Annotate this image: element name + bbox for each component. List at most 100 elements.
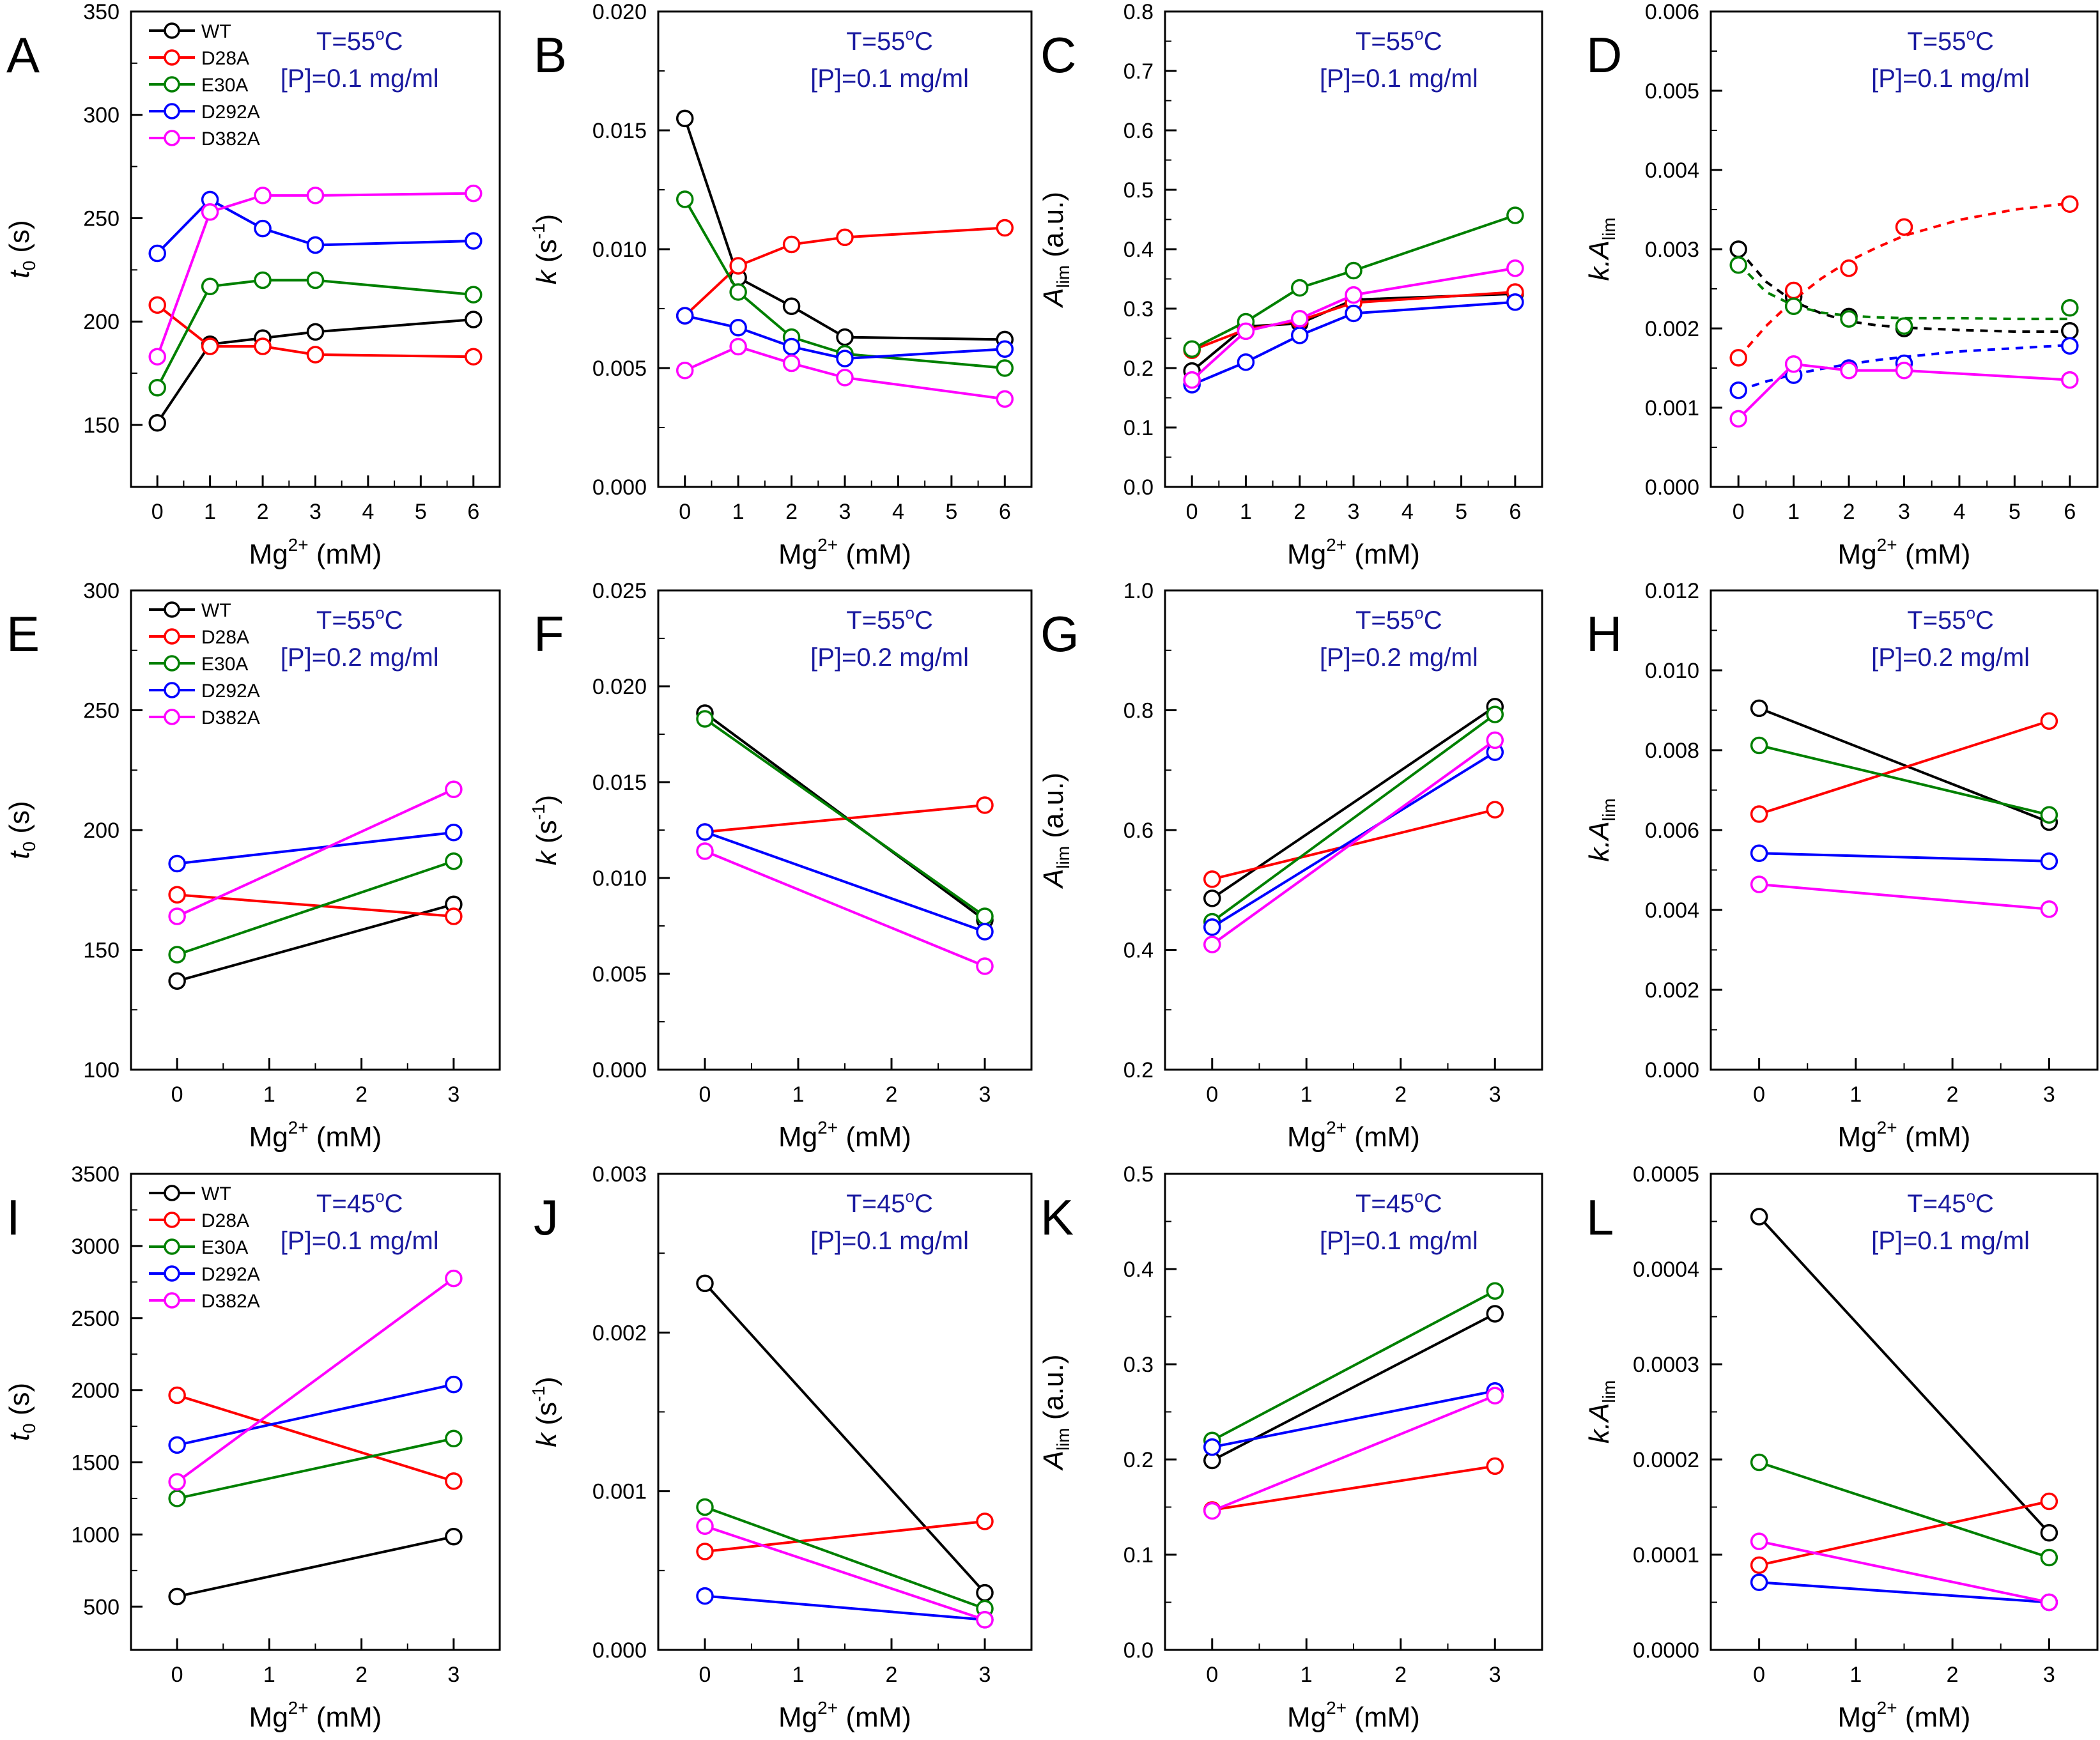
y-axis-label-unit: (s): [4, 801, 35, 842]
data-point: [1750, 844, 1768, 862]
data-point: [1840, 259, 1858, 277]
data-point: [1750, 875, 1768, 893]
panel-letter: K: [1040, 1189, 1074, 1245]
data-point: [1840, 310, 1858, 328]
y-axis-label-base: A: [1038, 288, 1069, 309]
series-line: [1759, 1540, 2050, 1604]
temperature-unit: C: [1975, 1190, 1994, 1218]
temperature-value: T=45: [846, 1190, 905, 1218]
series-line: [704, 1520, 985, 1553]
concentration-annotation: [P]=0.1 mg/ml: [810, 65, 969, 93]
series-d28a: [1203, 801, 1504, 888]
y-tick-label: 0.004: [1645, 898, 1699, 923]
panel-h: 0.000 0.002 0.004 0.006 0.008 0.010 0.012 0 1 2 3 M…: [1584, 579, 2099, 1153]
y-axis-label-sub: lim: [1053, 846, 1073, 869]
temperature-annotation: T=55oC: [316, 24, 403, 56]
y-tick-label: 0.020: [592, 675, 647, 699]
temperature-unit: C: [915, 1190, 933, 1218]
y-tick-label: 0.6: [1123, 119, 1154, 143]
y-axis-label-sub: 0: [19, 261, 39, 271]
panel-letter: F: [534, 606, 564, 662]
panel-d: 0.000 0.001 0.002 0.003 0.004 0.005 0.006 0 1 2 3 4…: [1584, 0, 2099, 570]
x-axis-label-unit: (mM): [1897, 1702, 1971, 1733]
series-d28a: [1750, 712, 2058, 823]
series-d382a: [676, 337, 1014, 408]
x-tick-label: 2: [1947, 1663, 1959, 1687]
data-point: [306, 323, 325, 341]
data-point: [1729, 410, 1747, 428]
x-axis-label: Mg2+ (mM): [778, 1118, 911, 1153]
y-axis-label-unit: (s: [531, 1402, 562, 1433]
data-point: [836, 369, 854, 387]
y-axis-label-unit-close: ): [531, 214, 562, 224]
legend-marker: [164, 49, 180, 66]
y-tick-label: 0.003: [592, 1162, 647, 1187]
legend-label: D292A: [201, 681, 260, 702]
panel-letter: B: [534, 27, 567, 83]
temperature-annotation: T=55oC: [846, 24, 933, 56]
series-line: [1211, 713, 1496, 923]
data-point: [168, 1587, 186, 1606]
series-e30a: [1729, 256, 2079, 335]
temperature-degree: o: [375, 1187, 384, 1206]
x-tick-label: 2: [886, 1082, 898, 1107]
series-d382a: [168, 780, 463, 925]
panel-i: 500 1000 1500 2000 2500 3000 3500 0 1 2 3 Mg2+ (mM)…: [4, 1162, 501, 1733]
x-tick-label: 0: [171, 1663, 183, 1687]
data-point: [976, 796, 994, 814]
y-axis-label: k.Alim: [1584, 217, 1619, 281]
series-d382a: [1183, 259, 1524, 389]
panel-letter: H: [1586, 606, 1622, 662]
temperature-degree: o: [1966, 24, 1975, 43]
x-axis-label: Mg2+ (mM): [249, 535, 382, 570]
panel-g: 0.2 0.4 0.6 0.8 1.0 0 1 2 3 Mg2+ (mM) Alim (a.u.) G…: [1038, 579, 1543, 1153]
series-d382a: [148, 184, 483, 366]
legend-entry-d292a: D292A: [149, 1264, 260, 1285]
fit-curve-wt: [1737, 248, 2070, 333]
series-e30a: [148, 271, 483, 397]
legend-label: D28A: [201, 1210, 249, 1231]
y-axis-label-base: k: [531, 850, 562, 865]
series-e30a: [1203, 1282, 1504, 1449]
data-point: [465, 286, 483, 304]
x-tick-label: 1: [1240, 500, 1252, 524]
x-axis-label-unit: (mM): [309, 1121, 382, 1153]
data-point: [1784, 297, 1803, 316]
temperature-degree: o: [1966, 603, 1975, 622]
x-tick-label: 3: [309, 500, 321, 524]
legend-entry-d382a: D382A: [149, 128, 260, 150]
legend-marker: [164, 709, 180, 725]
data-point: [836, 350, 854, 367]
data-point: [696, 1498, 714, 1516]
x-tick-label: 2: [1394, 1082, 1407, 1107]
panel-c: 0.0 0.1 0.2 0.3 0.4 0.5 0.6 0.7 0.8 0 1 2 3 4 5 6 Mg2+ (…: [1038, 0, 1543, 570]
y-tick-label: 0.2: [1123, 357, 1154, 381]
x-axis-label-sup: 2+: [288, 1118, 309, 1137]
legend-label: D292A: [201, 1264, 260, 1285]
series-d292a: [1750, 844, 2058, 870]
y-tick-label: 0.4: [1123, 1258, 1154, 1282]
series-d382a: [1750, 875, 2058, 918]
x-axis-label-base: Mg: [249, 539, 288, 570]
temperature-degree: o: [1414, 603, 1423, 622]
data-point: [1486, 1305, 1504, 1323]
y-axis-label-base: k.A: [1584, 1403, 1615, 1444]
panel-f: 0.000 0.005 0.010 0.015 0.020 0.025 0 1 2 3 Mg2+ (…: [529, 579, 1033, 1153]
data-point: [445, 824, 463, 842]
series-d28a: [696, 1513, 994, 1560]
temperature-annotation: T=45oC: [316, 1187, 403, 1218]
x-tick-label: 4: [1401, 500, 1414, 524]
y-axis-label-base: t: [4, 851, 35, 859]
data-point: [306, 271, 325, 289]
data-point: [445, 1429, 463, 1448]
panel-l: 0.0000 0.0001 0.0002 0.0003 0.0004 0.0005 0 1 2 3…: [1584, 1162, 2099, 1733]
y-tick-label: 0.005: [592, 357, 647, 381]
y-tick-label: 0.001: [592, 1480, 647, 1504]
data-point: [306, 187, 325, 204]
data-point: [2040, 1593, 2058, 1612]
data-point: [1486, 705, 1504, 723]
legend-label: D28A: [201, 627, 249, 648]
legend-label: D28A: [201, 48, 249, 69]
